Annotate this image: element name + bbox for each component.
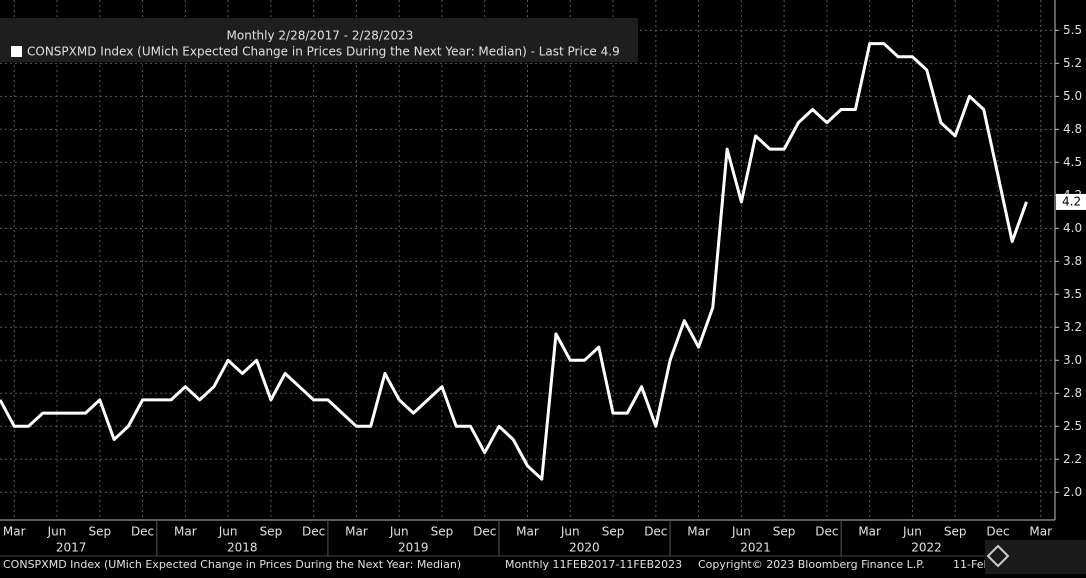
y-tick-label: 4.8 (1063, 122, 1082, 136)
x-tick-label: Jun (218, 525, 238, 539)
y-tick-label: 2.2 (1063, 452, 1082, 466)
logo-icon (986, 544, 1010, 568)
x-tick-label: Mar (1029, 525, 1052, 539)
grid (0, 0, 1055, 520)
x-tick-label: Dec (473, 525, 496, 539)
x-tick-label: Dec (644, 525, 667, 539)
y-tick-label: 5.5 (1063, 23, 1082, 37)
year-label: 2019 (398, 541, 429, 555)
legend-swatch (11, 46, 22, 57)
x-tick-label: Jun (902, 525, 922, 539)
x-tick-label: Sep (431, 525, 454, 539)
footer-source: CONSPXMD Index (UMich Expected Change in… (3, 558, 461, 571)
y-tick-label: 2.0 (1063, 485, 1082, 499)
y-tick-label: 4.0 (1063, 221, 1082, 235)
footer-copyright: Copyright© 2023 Bloomberg Finance L.P. (698, 558, 925, 571)
y-tick-label: 3.0 (1063, 353, 1082, 367)
line-series (0, 42, 1028, 481)
legend-box (0, 18, 638, 62)
x-tick-label: Dec (302, 525, 325, 539)
x-tick-label: Mar (3, 525, 26, 539)
y-tick-label: 2.8 (1063, 386, 1082, 400)
x-tick-label: Mar (516, 525, 539, 539)
x-tick-label: Jun (731, 525, 751, 539)
y-tick-label: 3.5 (1063, 287, 1082, 301)
year-label: 2022 (911, 541, 942, 555)
x-tick-label: Jun (560, 525, 580, 539)
x-tick-label: Sep (88, 525, 111, 539)
y-tick-label: 2.5 (1063, 419, 1082, 433)
legend-label: CONSPXMD Index (UMich Expected Change in… (27, 45, 620, 59)
x-tick-label: Sep (944, 525, 967, 539)
marks (0, 42, 1028, 481)
year-label: 2018 (227, 541, 258, 555)
y-tick-label: 3.8 (1063, 254, 1082, 268)
x-tick-label: Dec (815, 525, 838, 539)
footer-range: Monthly 11FEB2017-11FEB2023 (505, 558, 682, 571)
x-tick-label: Dec (986, 525, 1009, 539)
year-label: 2017 (56, 541, 87, 555)
x-tick-label: Sep (602, 525, 625, 539)
x-tick-label: Mar (858, 525, 881, 539)
y-tick-label: 5.0 (1063, 89, 1082, 103)
x-tick-label: Mar (345, 525, 368, 539)
logo-box (985, 540, 1086, 574)
x-tick-label: Sep (773, 525, 796, 539)
x-tick-label: Jun (47, 525, 67, 539)
y-tick-label: 4.5 (1063, 155, 1082, 169)
x-tick-label: Mar (687, 525, 710, 539)
x-tick-label: Mar (174, 525, 197, 539)
year-label: 2021 (740, 541, 771, 555)
last-price-label: 4.2 (1062, 194, 1081, 208)
y-tick-label: 5.2 (1063, 56, 1082, 70)
year-label: 2020 (569, 541, 600, 555)
y-tick-label: 3.2 (1063, 320, 1082, 334)
x-tick-label: Jun (389, 525, 409, 539)
subtitle: Monthly 2/28/2017 - 2/28/2023 (227, 29, 414, 43)
x-tick-label: Sep (260, 525, 283, 539)
last-price-box (1056, 193, 1086, 210)
x-tick-label: Dec (131, 525, 154, 539)
